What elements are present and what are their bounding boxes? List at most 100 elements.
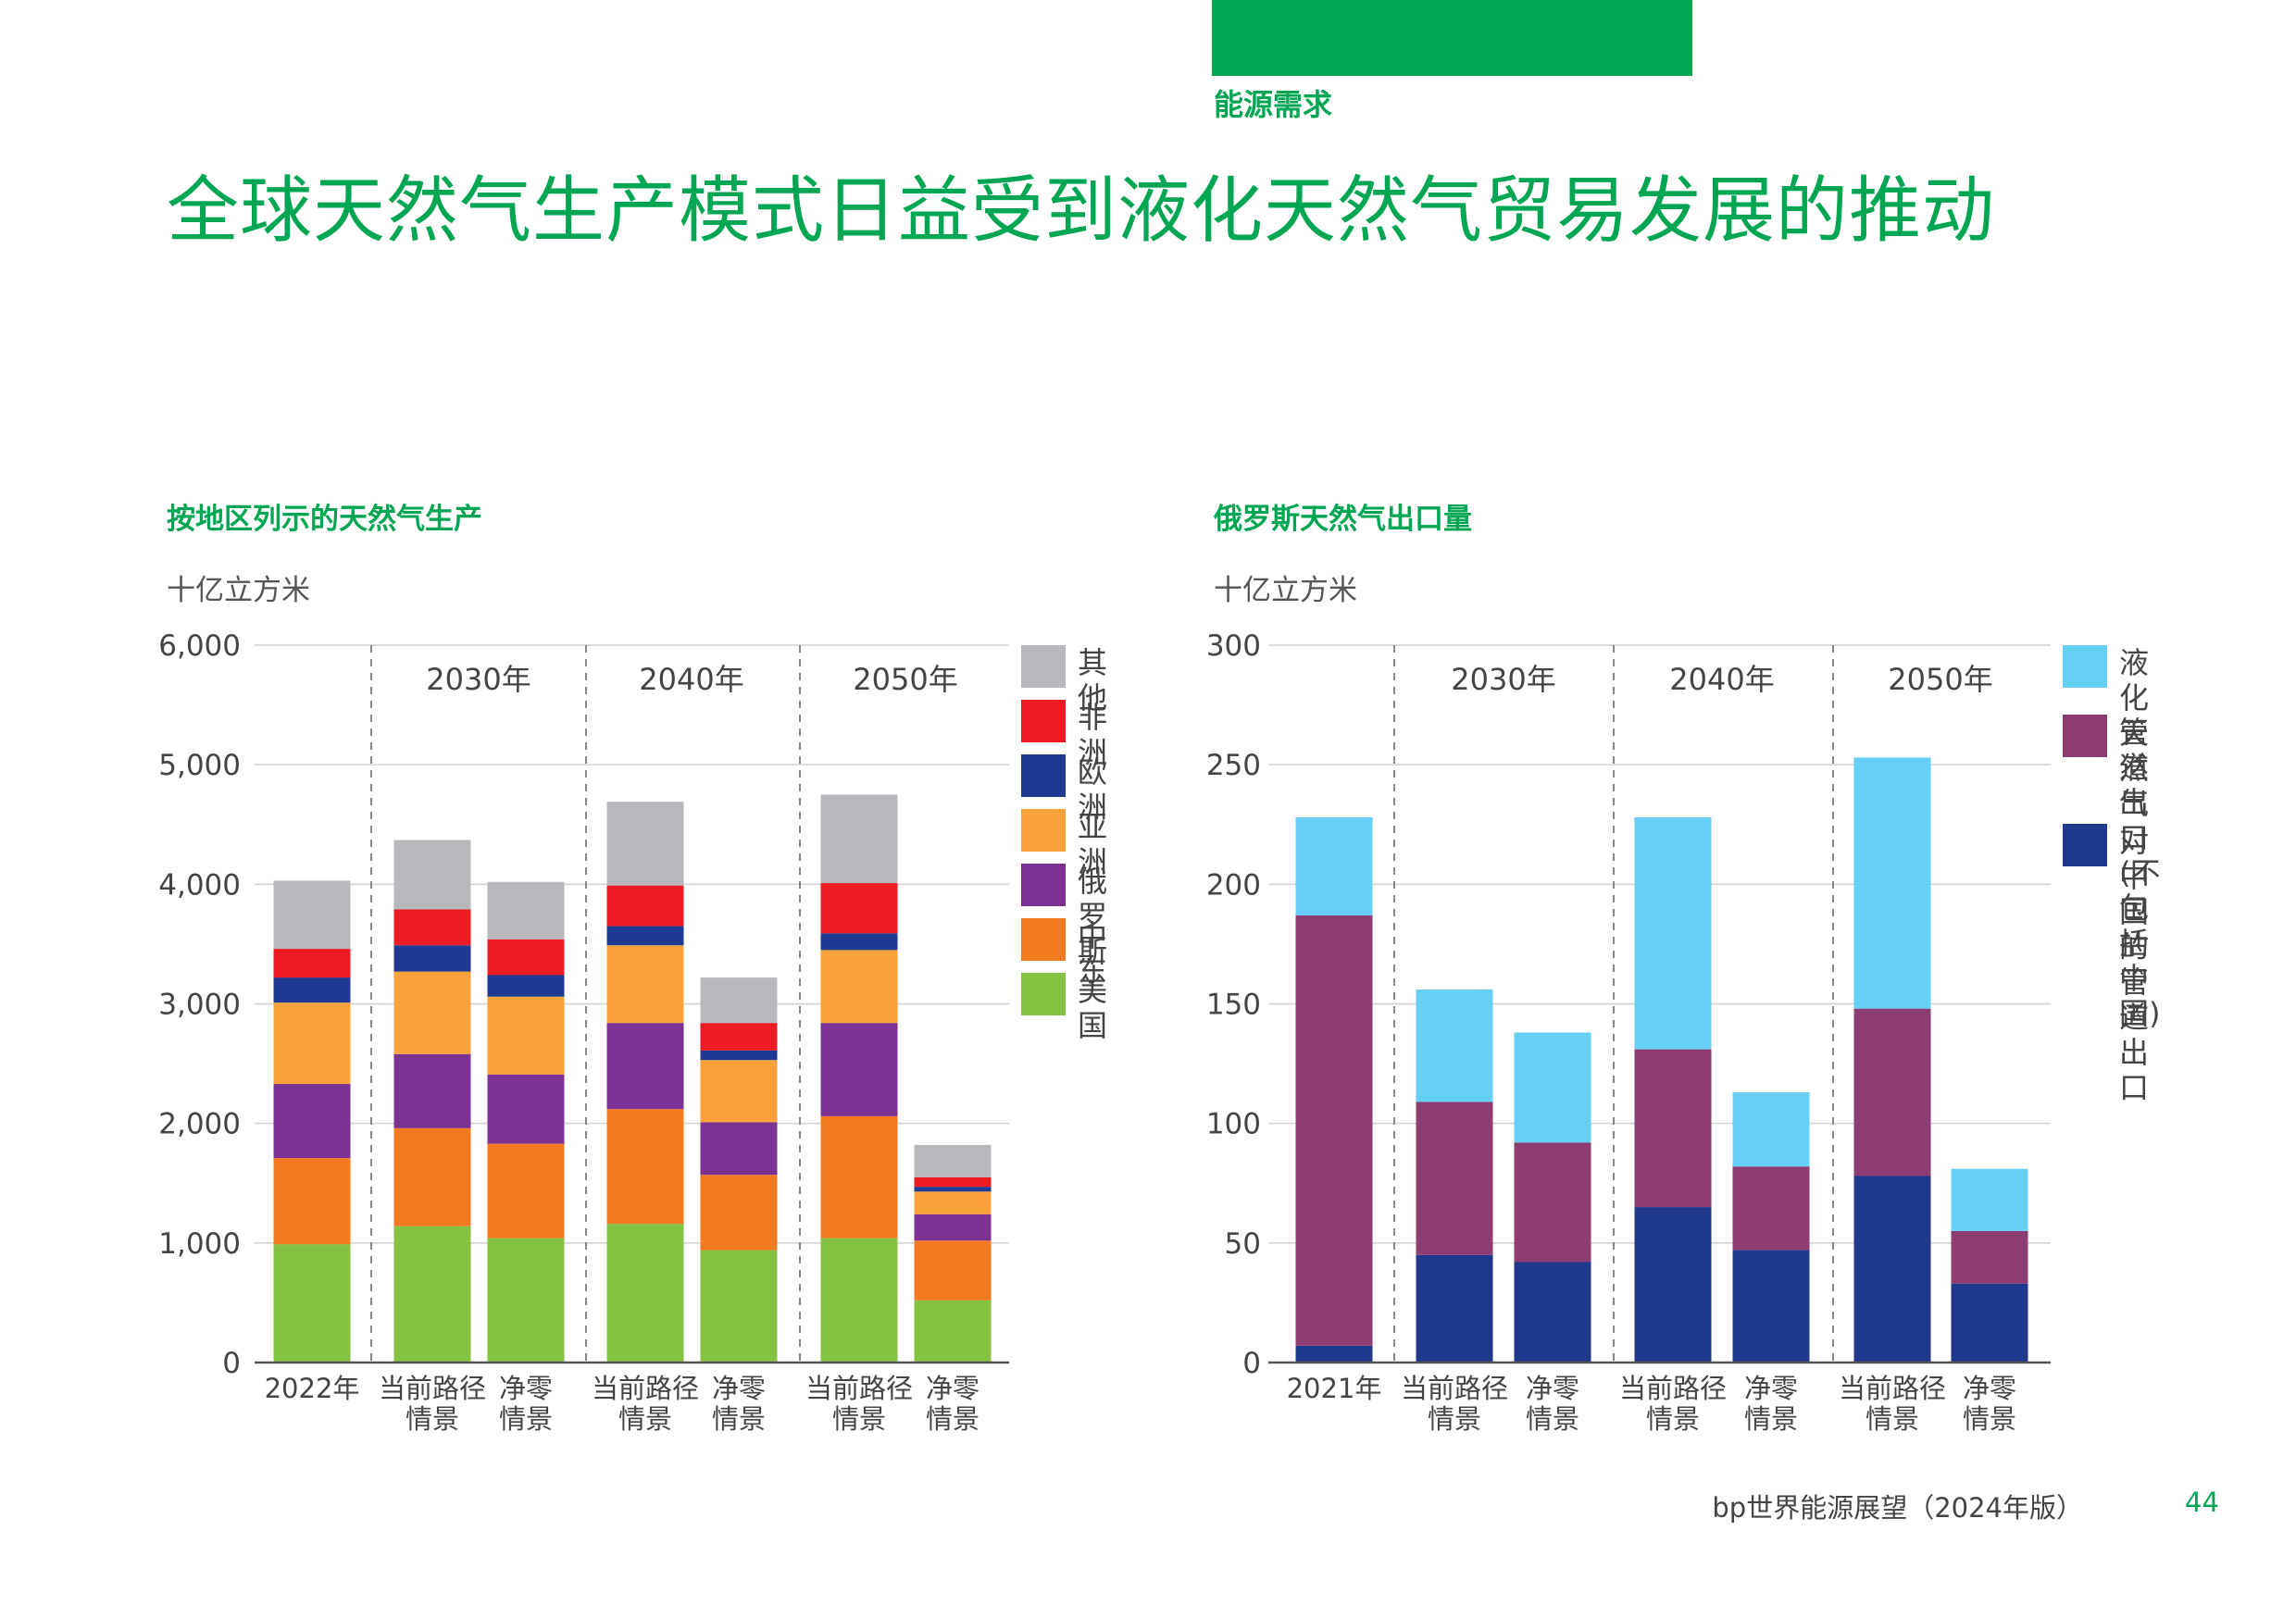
left-y-tick-label: 5,000	[158, 749, 241, 782]
right-bar-segment	[1295, 915, 1373, 1346]
right-group-label: 2030年	[1451, 662, 1555, 697]
right-legend-swatch	[2063, 715, 2107, 757]
right-legend-label: 管道出口 (不包括 中国)	[2119, 715, 2161, 1031]
right-bar-segment	[1634, 1207, 1712, 1363]
right-bar-segment	[1951, 1168, 2028, 1231]
right-category-label: 当前路径	[1619, 1373, 1727, 1404]
left-bar-segment	[487, 975, 565, 997]
right-category-label: 情景	[1744, 1403, 1798, 1435]
left-bar-segment	[914, 1191, 992, 1214]
right-category-label: 情景	[1963, 1403, 2016, 1435]
left-bar-segment	[914, 1144, 992, 1177]
right-category-label: 情景	[1866, 1403, 1919, 1435]
right-bar-segment	[1416, 989, 1493, 1102]
right-category-label: 当前路径	[1401, 1373, 1508, 1404]
left-bar-segment	[606, 1023, 684, 1110]
left-legend-swatch	[1021, 918, 1066, 961]
left-y-tick-label: 4,000	[158, 868, 241, 902]
left-category-label: 净零	[499, 1373, 553, 1404]
left-bar-segment	[487, 996, 565, 1075]
left-bar-segment	[273, 949, 351, 978]
left-legend-label: 俄罗斯	[1078, 864, 1108, 969]
right-bar-segment	[1634, 1049, 1712, 1208]
left-bar-segment	[700, 1060, 778, 1123]
left-legend-item: 俄罗斯	[1021, 864, 1107, 969]
left-bar-segment	[273, 1084, 351, 1159]
right-bar-segment	[1416, 1254, 1493, 1363]
right-legend-item: 对中国的 管道出口	[2063, 824, 2149, 1105]
right-bar-segment	[1951, 1283, 2028, 1363]
left-legend-label: 欧洲	[1078, 754, 1108, 825]
left-bar-segment	[820, 883, 898, 934]
left-legend-item: 非洲	[1021, 700, 1107, 770]
right-category-label: 净零	[1526, 1373, 1579, 1404]
left-bar-segment	[393, 971, 471, 1054]
left-bar-segment	[487, 1143, 565, 1238]
left-category-label: 当前路径	[592, 1373, 699, 1404]
left-legend-swatch	[1021, 973, 1066, 1015]
right-category-label: 2021年	[1287, 1373, 1382, 1404]
right-bar-segment	[1951, 1230, 2028, 1284]
right-bar-segment	[1732, 1092, 1810, 1167]
left-bar-segment	[700, 1023, 778, 1051]
right-y-tick-label: 300	[1206, 629, 1261, 663]
right-y-tick-label: 100	[1206, 1108, 1261, 1141]
left-bar-segment	[606, 1224, 684, 1363]
right-legend-label: 液化天然气	[2119, 645, 2150, 821]
left-bar-segment	[820, 1023, 898, 1116]
page-number: 44	[2185, 1487, 2219, 1518]
footer-publication: bp世界能源展望（2024年版）	[1712, 1492, 2083, 1524]
page-title: 全球天然气生产模式日益受到液化天然气贸易发展的推动	[167, 169, 1996, 253]
left-bar-segment	[273, 1002, 351, 1085]
left-category-label: 情景	[926, 1403, 980, 1435]
right-legend-item: 管道出口 (不包括 中国)	[2063, 715, 2161, 1031]
left-bar-segment	[606, 1109, 684, 1225]
left-legend-label: 中东	[1078, 918, 1108, 989]
right-category-label: 情景	[1526, 1403, 1579, 1435]
left-group-label: 2030年	[426, 662, 530, 697]
left-bar-segment	[393, 1226, 471, 1363]
left-bar-segment	[273, 977, 351, 1003]
left-bar-segment	[393, 1127, 471, 1226]
left-bar-segment	[820, 1238, 898, 1363]
left-category-label: 当前路径	[379, 1373, 486, 1404]
right-bar-segment	[1514, 1262, 1591, 1363]
right-bar-segment	[1732, 1166, 1810, 1251]
left-bar-segment	[820, 1115, 898, 1238]
left-bar-segment	[273, 1158, 351, 1245]
left-y-tick-label: 3,000	[158, 989, 241, 1022]
left-bar-segment	[606, 926, 684, 946]
left-bar-segment	[700, 1250, 778, 1363]
right-bar-segment	[1295, 817, 1373, 915]
left-bar-segment	[914, 1214, 992, 1241]
left-legend-item: 其他	[1021, 645, 1107, 716]
right-bar-segment	[1853, 1008, 1931, 1176]
left-legend-label: 亚洲	[1078, 809, 1108, 879]
left-bar-segment	[606, 945, 684, 1024]
right-bar-segment	[1295, 1345, 1373, 1363]
left-legend-item: 美国	[1021, 973, 1107, 1043]
left-legend-swatch	[1021, 864, 1066, 906]
left-legend-label: 美国	[1078, 973, 1108, 1043]
left-legend-item: 欧洲	[1021, 754, 1107, 825]
left-legend-label: 非洲	[1078, 700, 1108, 770]
left-category-label: 情景	[832, 1403, 886, 1435]
right-legend-item: 液化天然气	[2063, 645, 2149, 821]
left-legend-label: 其他	[1078, 645, 1108, 716]
left-bar-segment	[393, 909, 471, 946]
left-legend-item: 亚洲	[1021, 809, 1107, 879]
left-y-tick-label: 1,000	[158, 1227, 241, 1261]
right-bar-segment	[1416, 1101, 1493, 1255]
right-category-label: 情景	[1428, 1403, 1481, 1435]
right-bar-segment	[1514, 1032, 1591, 1143]
left-bar-segment	[700, 977, 778, 1024]
left-bar-segment	[914, 1187, 992, 1192]
left-bar-segment	[273, 1244, 351, 1363]
right-bar-segment	[1853, 1176, 1931, 1363]
right-y-tick-label: 150	[1206, 989, 1261, 1022]
left-bar-segment	[700, 1122, 778, 1176]
left-chart-unit: 十亿立方米	[167, 574, 310, 607]
left-category-label: 情景	[406, 1403, 459, 1435]
left-bar-segment	[914, 1240, 992, 1301]
